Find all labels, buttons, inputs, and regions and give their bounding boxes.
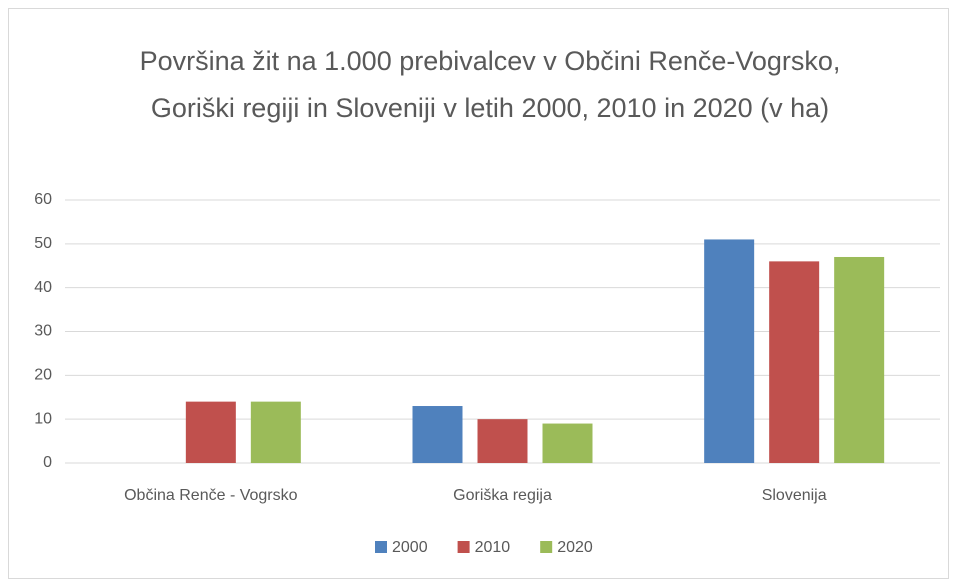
bar	[250, 401, 301, 463]
y-tick-label: 40	[34, 279, 52, 296]
legend-swatch	[375, 541, 387, 553]
x-tick-label: Goriška regija	[453, 487, 552, 504]
chart-title: Površina žit na 1.000 prebivalcev v Obči…	[139, 46, 841, 123]
bar	[834, 256, 885, 463]
y-tick-label: 0	[43, 454, 52, 471]
x-tick-label: Občina Renče - Vogrsko	[124, 487, 298, 504]
legend-label: 2010	[475, 539, 511, 556]
y-tick-label: 50	[34, 235, 52, 252]
bar	[412, 406, 463, 463]
legend-swatch	[457, 541, 470, 553]
legend-label: 2000	[392, 539, 428, 556]
y-tick-label: 10	[34, 410, 52, 427]
bar	[477, 419, 528, 463]
bar	[185, 401, 236, 463]
y-tick-label: 30	[34, 323, 52, 340]
bar	[704, 239, 755, 463]
chart-border	[8, 8, 949, 579]
y-tick-label: 60	[34, 191, 52, 208]
legend-swatch	[540, 541, 553, 553]
x-tick-label: Slovenija	[762, 487, 827, 504]
y-tick-label: 20	[34, 367, 52, 384]
bar	[542, 423, 593, 463]
bar	[769, 261, 820, 463]
legend-label: 2020	[557, 539, 593, 556]
